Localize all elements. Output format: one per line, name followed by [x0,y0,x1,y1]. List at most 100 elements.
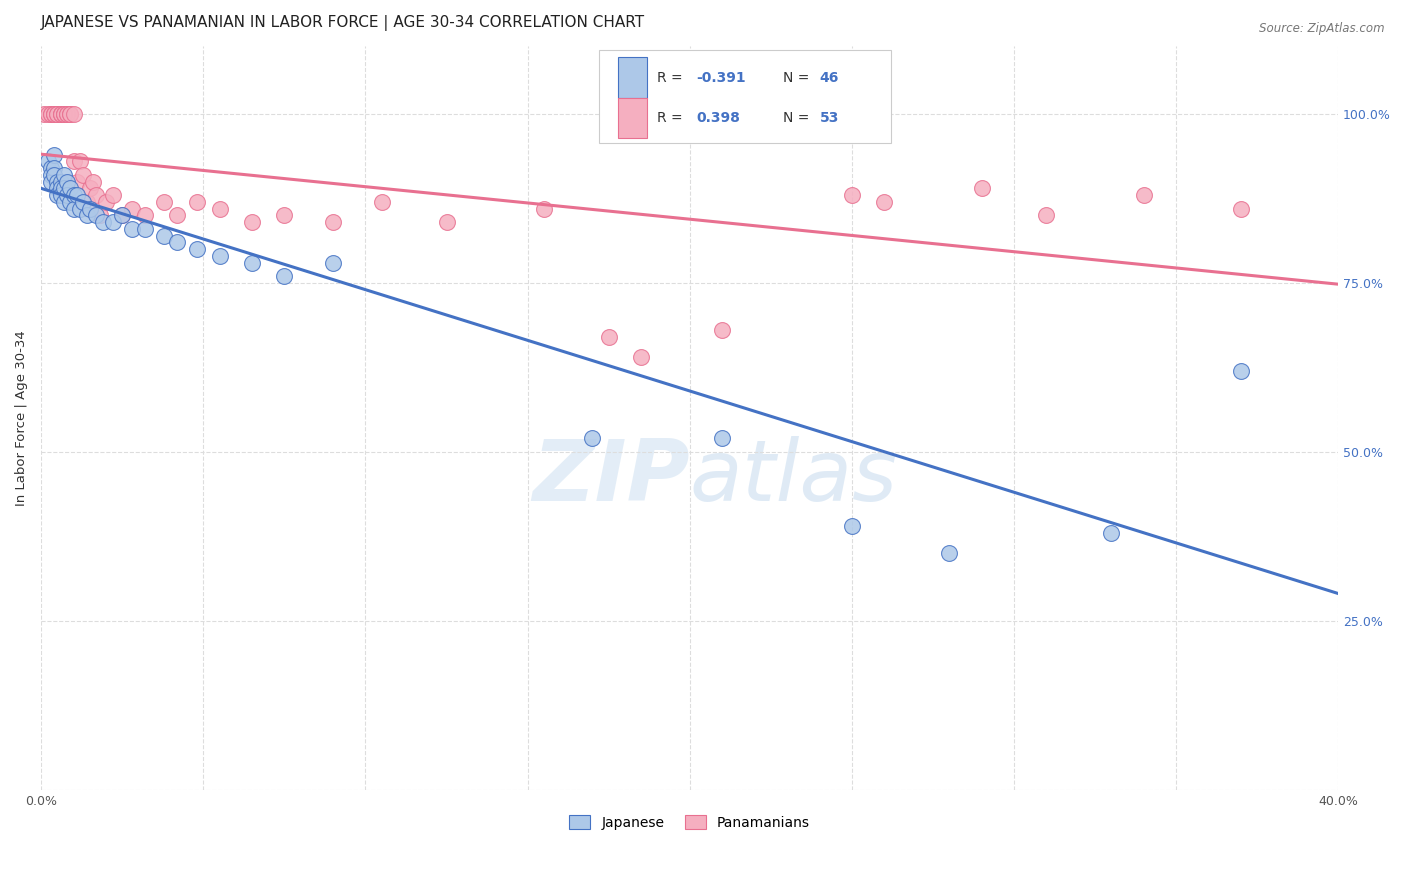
Point [970,181,993,195]
Point [49,107,72,121]
Point [436,215,458,229]
Point [186,194,208,209]
Point [89,208,111,222]
Point [134,222,156,236]
Point [37,154,59,169]
Text: -0.391: -0.391 [696,70,745,85]
Point [240,256,263,270]
Text: R =: R = [657,70,688,85]
Point [49,107,72,121]
Point [79,202,101,216]
Point [841,188,863,202]
Point [153,194,176,209]
Point [94,194,117,209]
Text: JAPANESE VS PANAMANIAN IN LABOR FORCE | AGE 30-34 CORRELATION CHART: JAPANESE VS PANAMANIAN IN LABOR FORCE | … [41,15,645,31]
Point [273,269,295,284]
Text: N =: N = [783,70,814,85]
Point [273,208,295,222]
Point [134,208,156,222]
Point [52,107,75,121]
Point [322,256,344,270]
Point [91,215,114,229]
Point [44,107,66,121]
Point [56,175,79,189]
FancyBboxPatch shape [599,50,891,143]
Point [49,175,72,189]
Point [598,330,620,344]
Y-axis label: In Labor Force | Age 30-34: In Labor Force | Age 30-34 [15,330,28,506]
Point [49,107,72,121]
Point [111,208,134,222]
Point [873,194,896,209]
Point [72,168,94,182]
Point [39,107,62,121]
Point [52,107,75,121]
Point [82,175,104,189]
Point [111,208,134,222]
Point [59,107,82,121]
Text: R =: R = [657,111,692,125]
Text: ZIP: ZIP [531,436,690,519]
Point [240,215,263,229]
Point [581,432,603,446]
Point [533,202,555,216]
Point [39,175,62,189]
Text: 0.398: 0.398 [696,111,740,125]
Point [1035,208,1057,222]
Point [1132,188,1154,202]
Point [86,208,108,222]
Point [52,168,75,182]
Point [66,175,89,189]
Point [52,194,75,209]
Text: 53: 53 [820,111,839,125]
Point [44,107,66,121]
Point [39,161,62,175]
Point [166,235,188,250]
Point [49,188,72,202]
Point [39,107,62,121]
Point [841,519,863,533]
Point [186,242,208,256]
Point [166,208,188,222]
Point [56,107,79,121]
Point [370,194,392,209]
Point [76,194,98,209]
Point [56,188,79,202]
Point [208,202,231,216]
Legend: Japanese, Panamanians: Japanese, Panamanians [562,808,817,837]
Point [69,154,91,169]
Point [1230,364,1253,378]
Point [630,351,652,365]
Point [101,215,124,229]
Point [121,222,143,236]
Point [39,168,62,182]
Point [46,188,69,202]
Point [76,208,98,222]
Point [322,215,344,229]
Point [711,323,734,337]
Point [62,107,84,121]
Point [46,175,69,189]
Point [153,228,176,243]
Point [62,154,84,169]
Point [208,249,231,263]
Point [46,181,69,195]
Text: Source: ZipAtlas.com: Source: ZipAtlas.com [1260,22,1385,36]
Point [44,161,66,175]
Bar [619,97,647,138]
Point [46,107,69,121]
Point [44,168,66,182]
Point [52,181,75,195]
Point [72,194,94,209]
Text: atlas: atlas [690,436,897,519]
Point [44,107,66,121]
Point [52,107,75,121]
Point [49,181,72,195]
Point [59,194,82,209]
Point [37,107,59,121]
Point [69,202,91,216]
Bar [619,57,647,98]
Point [44,147,66,161]
Point [79,181,101,195]
Point [56,107,79,121]
